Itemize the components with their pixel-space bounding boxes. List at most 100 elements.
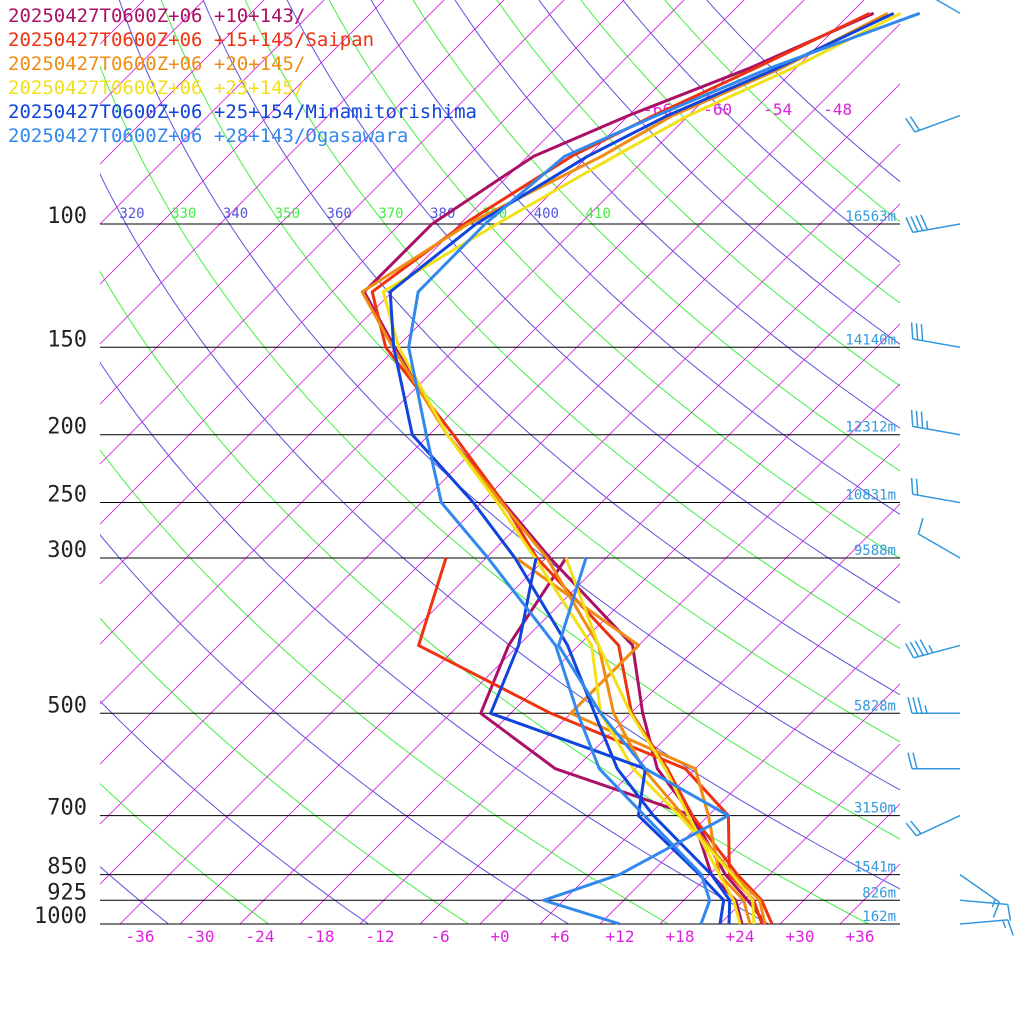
isotherm xyxy=(119,143,900,924)
wind-barb-staff xyxy=(913,644,961,659)
wind-barb xyxy=(907,697,960,715)
wind-barb-flag xyxy=(1007,919,1014,936)
wind-barb-flag xyxy=(910,820,922,835)
wind-barb xyxy=(904,639,961,659)
wind-barb-flag xyxy=(907,752,913,769)
wind-barb xyxy=(910,477,961,504)
wind-barb-flag xyxy=(909,641,920,657)
temperature-profile xyxy=(370,11,871,925)
wind-barb-flag xyxy=(920,411,924,429)
wind-barb-staff xyxy=(912,493,961,504)
wind-barb-flag xyxy=(905,216,914,233)
pressure-label: 100 xyxy=(47,204,87,229)
dry-adiabat xyxy=(100,172,900,890)
temperature-tick-label: +0 xyxy=(490,927,509,946)
pressure-label: 500 xyxy=(47,693,87,718)
wind-barb-flag xyxy=(915,323,919,340)
legend: 20250427T0600Z+06 +10+143/20250427T0600Z… xyxy=(8,5,477,147)
theta-label: 400 xyxy=(534,206,559,222)
dry-adiabat xyxy=(706,0,900,183)
wind-barb-staff xyxy=(959,899,1008,906)
temperature-tick-label: -6 xyxy=(430,927,449,946)
legend-entry: 20250427T0600Z+06 +28+143/Ogasawara xyxy=(8,125,408,147)
wind-barb-flag xyxy=(915,410,919,428)
pressure-label: 150 xyxy=(47,327,87,352)
height-label: 1541m xyxy=(854,860,896,876)
temperature-profile xyxy=(407,11,921,925)
height-label: 10831m xyxy=(845,488,896,504)
pressure-label: 300 xyxy=(47,538,87,563)
isotherm xyxy=(100,0,865,765)
dewpoint-profile xyxy=(489,557,726,925)
height-label: 9588m xyxy=(854,543,896,559)
dry-adiabat xyxy=(328,0,900,559)
isotherm xyxy=(299,323,900,924)
isotherm xyxy=(100,23,900,825)
pressure-label: 200 xyxy=(47,415,87,440)
temperature-tick-label: -36 xyxy=(126,927,155,946)
height-label: 5828m xyxy=(854,698,896,714)
wind-barb xyxy=(905,814,961,837)
isotherm xyxy=(779,803,900,924)
isotherm xyxy=(100,0,625,525)
height-label: 3150m xyxy=(854,801,896,817)
isotherm xyxy=(539,563,900,924)
isotherm xyxy=(359,383,900,924)
wind-barb-flag xyxy=(912,697,918,714)
isotherm xyxy=(100,0,325,225)
dry-adiabat xyxy=(244,0,900,650)
sounding-profiles xyxy=(360,11,921,926)
wind-barb-staff xyxy=(935,0,961,14)
isotherm xyxy=(839,863,900,924)
isotherm xyxy=(100,0,505,405)
height-label: 14140m xyxy=(845,332,896,348)
isotherm xyxy=(659,683,900,924)
wind-barb-flag xyxy=(904,643,915,659)
isotherm xyxy=(179,203,900,924)
wind-barb-flag xyxy=(992,901,1001,918)
theta-label: 350 xyxy=(275,206,300,222)
height-label: 162m xyxy=(862,909,896,925)
isotherm xyxy=(100,0,445,345)
isotherm xyxy=(899,923,900,924)
wind-barb-flag xyxy=(920,324,924,341)
legend-entry: 20250427T0600Z+06 +20+145/ xyxy=(8,53,305,75)
wind-barb-flag xyxy=(1007,904,1012,921)
temperature-tick-label: +36 xyxy=(846,927,875,946)
dry-adiabat xyxy=(580,0,900,304)
wind-barb-half-flag xyxy=(924,705,928,714)
wind-barb-half-flag xyxy=(1002,920,1007,929)
wind-barb xyxy=(959,873,1001,918)
isotherms xyxy=(100,0,900,924)
dry-adiabat xyxy=(538,0,900,345)
wind-barb xyxy=(907,752,960,770)
wind-barb xyxy=(905,214,961,234)
wind-barb-staff xyxy=(916,814,961,837)
dry-adiabat xyxy=(202,0,900,696)
dewpoint-profile xyxy=(515,556,752,925)
wind-barb-flag xyxy=(920,214,929,231)
temperature-tick-label: -18 xyxy=(306,927,335,946)
pressure-label: 925 xyxy=(47,880,87,905)
pressure-label: 250 xyxy=(47,483,87,508)
wind-barb xyxy=(917,517,961,559)
temperature-profile xyxy=(388,11,895,925)
dry-adiabat xyxy=(286,0,900,604)
wind-barb-half-flag xyxy=(928,645,934,654)
wind-barb-flag xyxy=(905,117,916,133)
dewpoint-profile xyxy=(564,557,742,925)
wind-barb-flag xyxy=(910,322,914,339)
wind-barb-flag xyxy=(910,477,914,495)
dry-adiabat xyxy=(100,700,369,924)
wind-barb-flag xyxy=(912,752,918,769)
temperature-tick-label: +24 xyxy=(726,927,755,946)
wind-barbs xyxy=(904,0,1014,936)
isotherm xyxy=(239,263,900,924)
wind-barb-half-flag xyxy=(926,420,929,430)
legend-entry: 20250427T0600Z+06 +10+143/ xyxy=(8,5,305,27)
isotherm-top-label: -66 xyxy=(643,100,672,119)
dry-adiabat xyxy=(496,0,900,387)
isotherm xyxy=(100,0,385,285)
